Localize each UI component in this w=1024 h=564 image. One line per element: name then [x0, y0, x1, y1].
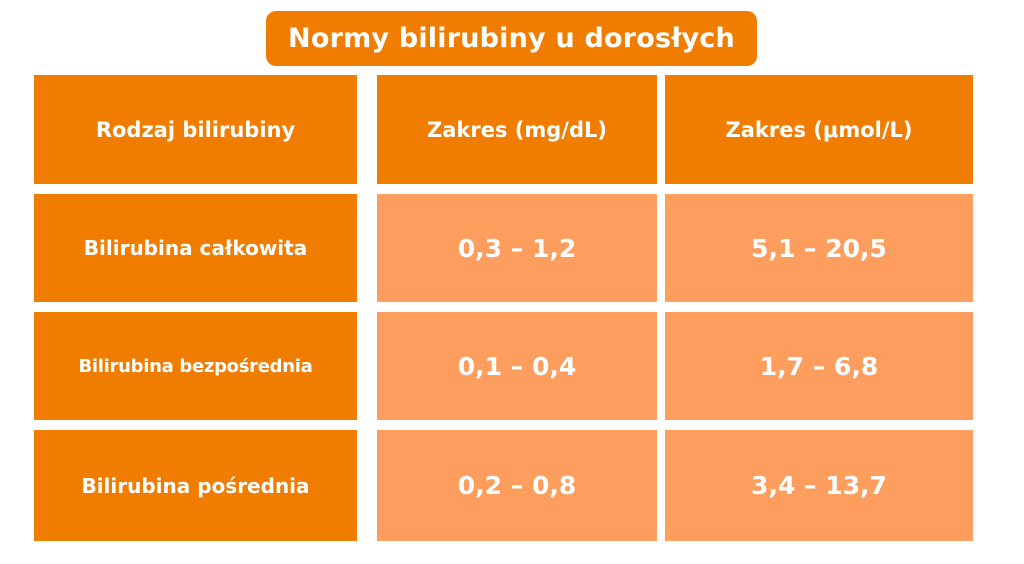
row-total-mgdl: 0,3 – 1,2 [377, 194, 657, 302]
header-range-mgdl: Zakres (mg/dL) [377, 75, 657, 184]
row-indirect-mgdl: 0,2 – 0,8 [377, 430, 657, 541]
row-label-total: Bilirubina całkowita [34, 194, 357, 302]
row-label-indirect: Bilirubina pośrednia [34, 430, 357, 541]
header-range-umoll: Zakres (μmol/L) [665, 75, 973, 184]
row-direct-umoll: 1,7 – 6,8 [665, 312, 973, 420]
row-indirect-umoll: 3,4 – 13,7 [665, 430, 973, 541]
header-type: Rodzaj bilirubiny [34, 75, 357, 184]
table-title: Normy bilirubiny u dorosłych [266, 11, 757, 66]
row-label-direct: Bilirubina bezpośrednia [34, 312, 357, 420]
table-title-text: Normy bilirubiny u dorosłych [288, 23, 735, 54]
row-total-umoll: 5,1 – 20,5 [665, 194, 973, 302]
row-direct-mgdl: 0,1 – 0,4 [377, 312, 657, 420]
